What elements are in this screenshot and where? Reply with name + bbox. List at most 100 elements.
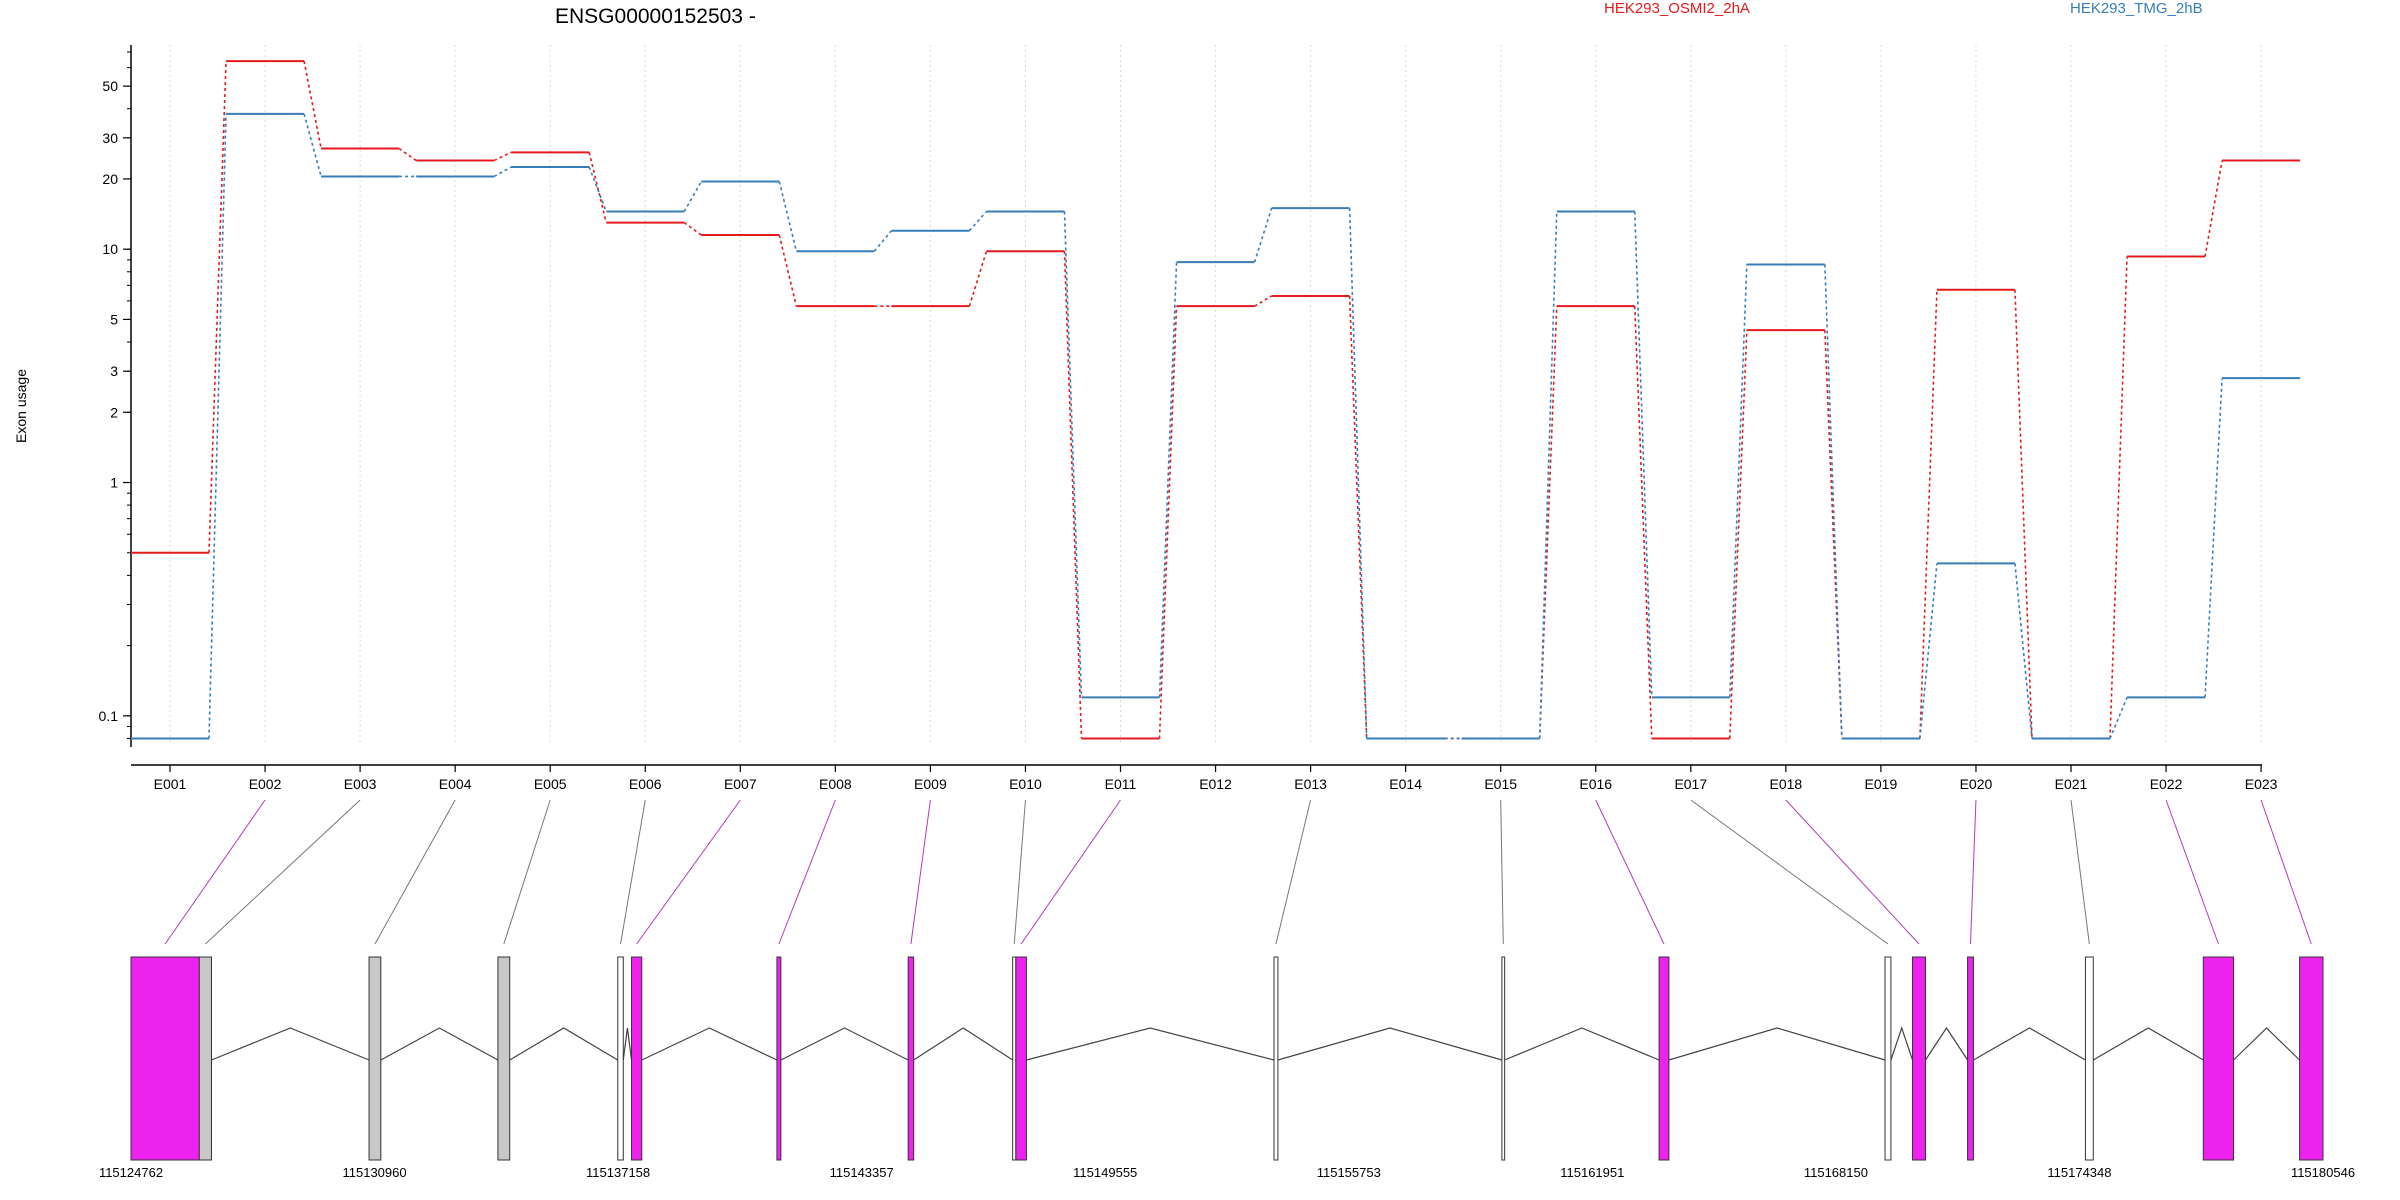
exon-connector: [205, 799, 361, 945]
exon-connector: [2165, 799, 2219, 945]
x-tick-label: E023: [2245, 776, 2278, 792]
y-axis-label: Exon usage: [13, 369, 29, 443]
x-tick-label: E011: [1105, 776, 1137, 792]
series-connector: [1538, 306, 1558, 739]
x-tick-label: E016: [1579, 776, 1612, 792]
intron: [1890, 1026, 1914, 1061]
series-connector: [1824, 330, 1843, 739]
exon-box: [631, 956, 643, 1161]
exon-connector: [2070, 799, 2090, 945]
x-tick-label: E007: [724, 776, 757, 792]
series-connector: [2204, 160, 2223, 257]
series-connector: [1063, 251, 1083, 739]
intron: [2092, 1027, 2204, 1061]
x-tick-label: E003: [344, 776, 377, 792]
exon-box: [130, 956, 200, 1161]
intron: [780, 1027, 909, 1061]
coordinate-label: 115161951: [1560, 1165, 1624, 1180]
exon-box: [617, 956, 624, 1161]
exon-box: [497, 956, 511, 1161]
y-tick-label: 5: [110, 311, 118, 327]
y-tick-label: 2: [110, 404, 118, 420]
series-connector: [1919, 563, 1938, 739]
exon-box: [1912, 956, 1926, 1161]
series-connector: [683, 221, 702, 236]
legend-entry-tmg: HEK293_TMG_2hB: [2070, 0, 2203, 17]
exon-connector: [1690, 799, 1889, 945]
y-tick-label: 30: [102, 130, 118, 146]
x-tick-label: E013: [1294, 776, 1327, 792]
axis-layer: 0.1 1 2 3 5 10 20 30 50 E001 E002 E003 E004 E005 E006 E…: [99, 45, 2278, 792]
series-connector: [1158, 306, 1178, 739]
intron: [641, 1027, 778, 1061]
exon-box: [198, 956, 212, 1161]
x-tick-label: E022: [2150, 776, 2183, 792]
coordinate-label: 115180546: [2291, 1165, 2355, 1180]
series-connector: [778, 181, 798, 252]
series-connector: [1633, 306, 1653, 739]
exon-box: [776, 956, 782, 1161]
series-connector: [588, 166, 607, 212]
series-connector: [2109, 697, 2128, 739]
exon-connector: [1013, 799, 1026, 945]
intron: [913, 1027, 1014, 1061]
intron: [509, 1027, 619, 1061]
x-tick-label: E019: [1865, 776, 1898, 792]
exon-box: [1884, 956, 1892, 1161]
series-connector: [683, 181, 702, 212]
series-connector: [2109, 256, 2128, 739]
intron: [2233, 1027, 2300, 1061]
intron: [1277, 1027, 1503, 1061]
coordinate-label: 115168150: [1804, 1165, 1868, 1180]
exon-connector: [1785, 799, 1920, 945]
intron: [1504, 1027, 1660, 1061]
x-tick-label: E021: [2055, 776, 2088, 792]
y-tick-label: 50: [102, 78, 118, 94]
series-connector: [968, 250, 988, 307]
gene-model-layer: [130, 956, 2324, 1161]
exon-box: [1273, 956, 1279, 1161]
series-connector: [2204, 378, 2223, 698]
x-tick-label: E010: [1009, 776, 1042, 792]
coordinate-label: 115137158: [586, 1165, 650, 1180]
exon-box: [907, 956, 915, 1161]
x-tick-label: E015: [1484, 776, 1517, 792]
series-connector: [2014, 289, 2033, 739]
x-tick-label: E005: [534, 776, 567, 792]
series-connector: [1063, 211, 1083, 698]
coordinate-label: 115124762: [99, 1165, 163, 1180]
exon-connector: [1275, 799, 1312, 945]
series-connector: [303, 60, 322, 149]
coordinate-label: 115155753: [1317, 1165, 1381, 1180]
series-connector: [1633, 211, 1653, 698]
exon-connector: [1595, 799, 1665, 945]
series-connector: [1538, 211, 1558, 739]
series-connector: [208, 113, 227, 739]
exon-box: [1501, 956, 1506, 1161]
exon-connector: [778, 799, 836, 945]
intron: [1924, 1026, 1969, 1061]
legend-entry-osmi2: HEK293_OSMI2_2hA: [1604, 0, 1750, 17]
intron: [211, 1027, 370, 1061]
coordinate-label: 115149555: [1073, 1165, 1137, 1180]
series-connector: [778, 234, 798, 307]
exon-connector: [503, 799, 551, 945]
exon-connector: [164, 799, 266, 945]
x-tick-label: E001: [154, 776, 187, 792]
y-tick-label: 0.1: [99, 708, 119, 724]
x-tick-label: E014: [1389, 776, 1422, 792]
exon-connector-layer: [164, 799, 2312, 945]
series-connector: [493, 166, 512, 178]
series-connector: [208, 61, 227, 553]
exon-connector: [1020, 799, 1121, 945]
series-connector: [303, 113, 322, 177]
series-connector: [1729, 264, 1748, 698]
intron: [1668, 1027, 1886, 1061]
series-connector: [873, 230, 893, 252]
y-tick-label: 20: [102, 171, 118, 187]
series-connector: [1254, 295, 1273, 307]
exon-connector: [2260, 799, 2312, 945]
x-tick-label: E002: [249, 776, 282, 792]
series-connector: [1253, 207, 1273, 263]
